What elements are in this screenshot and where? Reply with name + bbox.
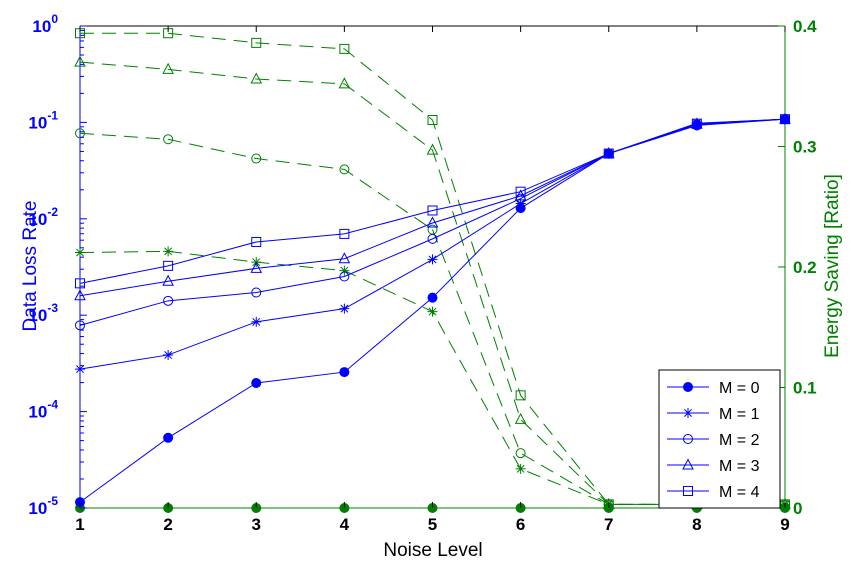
- x-tick-label: 1: [75, 515, 84, 534]
- left-tick-label: 10-5: [28, 494, 58, 518]
- data-loss-point: [339, 271, 350, 282]
- x-tick-label: 3: [252, 515, 261, 534]
- legend-marker: [683, 486, 693, 496]
- data-loss-point: [75, 278, 85, 289]
- legend-marker: [683, 434, 693, 444]
- right-tick-label: 0.2: [793, 258, 817, 277]
- data-loss-point: [691, 118, 702, 129]
- energy-point: [74, 55, 86, 67]
- x-axis-label: Noise Level: [383, 540, 482, 561]
- legend-entry-label: M = 1: [719, 406, 760, 423]
- legend-entry-label: M = 4: [719, 484, 760, 501]
- left-axis-label: Data Loss Rate: [20, 201, 41, 332]
- x-tick-label: 6: [516, 515, 525, 534]
- right-tick-label: 0.1: [793, 379, 817, 398]
- data-loss-point: [251, 378, 262, 389]
- left-tick-label: 10-4: [28, 398, 58, 422]
- data-loss-point: [250, 261, 263, 273]
- data-loss-point: [427, 292, 438, 303]
- data-loss-series-line: [79, 118, 786, 370]
- energy-point: [75, 247, 85, 258]
- left-tick-label: 10-2: [28, 205, 58, 229]
- legend: M = 0 M = 1 M = 2 M = 3 M = 4: [658, 369, 781, 509]
- data-loss-point: [427, 233, 438, 244]
- x-tick-label: 9: [780, 515, 789, 534]
- data-loss-point: [427, 205, 438, 216]
- energy-point: [515, 448, 526, 459]
- legend-marker: [682, 458, 694, 470]
- legend-entry-label: M = 3: [719, 458, 760, 475]
- right-tick-label: 0: [793, 499, 802, 518]
- energy-point: [427, 306, 438, 317]
- energy-point: [427, 114, 438, 125]
- x-tick-label: 4: [340, 515, 350, 534]
- energy-point: [163, 134, 174, 145]
- legend-entry-label: M = 0: [719, 380, 760, 397]
- data-loss-lines: [74, 112, 791, 508]
- x-tick-label: 5: [428, 515, 437, 534]
- data-loss-point: [780, 114, 790, 125]
- data-loss-point: [514, 189, 527, 201]
- data-loss-point: [339, 367, 350, 378]
- data-loss-point: [515, 186, 526, 197]
- data-loss-point: [74, 289, 86, 301]
- left-tick-label: 10-3: [28, 301, 58, 325]
- energy-point: [338, 77, 351, 89]
- energy-point: [339, 43, 350, 54]
- legend-marker: [683, 382, 693, 392]
- energy-point: [339, 164, 350, 175]
- left-tick-label: 10-1: [28, 108, 58, 132]
- data-loss-point: [603, 148, 614, 159]
- data-loss-point: [162, 274, 174, 286]
- data-loss-point: [338, 252, 351, 264]
- axis-ticks: 1 2 3 4 5 6 7 8 9 10-5 10-4 10-3 10-2 10-1 100 0 0.1 0.2 0…: [28, 12, 817, 534]
- energy-point: [515, 390, 526, 401]
- legend-marker: [683, 408, 693, 418]
- data-loss-point: [163, 295, 174, 306]
- energy-point: [162, 62, 174, 74]
- data-loss-point: [163, 349, 174, 360]
- data-loss-point: [251, 287, 262, 298]
- right-tick-label: 0.4: [793, 17, 817, 36]
- left-tick-label: 100: [32, 12, 58, 36]
- energy-point: [515, 463, 526, 474]
- data-loss-point: [339, 303, 350, 314]
- data-loss-point: [251, 316, 262, 327]
- energy-point: [339, 265, 350, 276]
- right-axis-label: Energy Saving [Ratio]: [822, 174, 843, 358]
- energy-point: [514, 412, 527, 424]
- data-loss-point: [75, 364, 85, 375]
- data-loss-point: [339, 228, 350, 239]
- data-loss-point: [163, 432, 174, 443]
- right-tick-label: 0.3: [793, 138, 817, 157]
- energy-point: [251, 37, 262, 48]
- data-loss-point: [251, 236, 262, 247]
- x-tick-label: 8: [692, 515, 701, 534]
- data-loss-point: [163, 260, 174, 271]
- x-tick-label: 7: [604, 515, 613, 534]
- energy-point: [603, 499, 614, 510]
- energy-point: [251, 153, 262, 164]
- energy-point: [426, 143, 439, 155]
- data-loss-series-line: [79, 118, 786, 284]
- data-loss-point: [426, 216, 439, 228]
- energy-point: [163, 246, 174, 257]
- legend-entry-label: M = 2: [719, 432, 760, 449]
- x-tick-label: 2: [163, 515, 172, 534]
- data-loss-point: [427, 254, 438, 265]
- energy-point: [250, 72, 263, 84]
